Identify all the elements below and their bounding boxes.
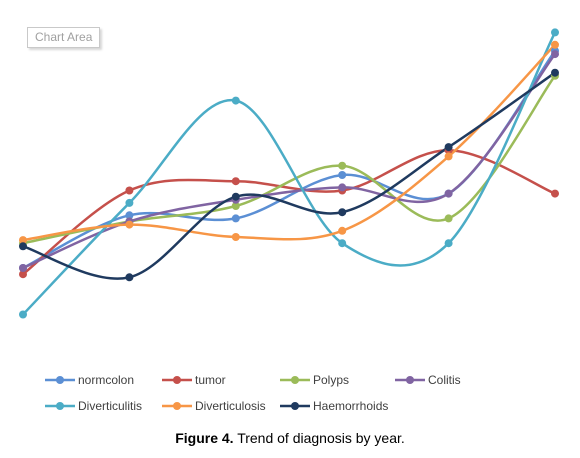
data-point-tumor-3: [231, 177, 240, 186]
data-point-haemorrhoids-2: [125, 273, 134, 282]
data-point-diverticulosis-6: [551, 40, 559, 49]
figure-caption: Figure 4. Trend of diagnosis by year.: [0, 430, 580, 446]
legend-swatch-marker: [173, 402, 181, 410]
data-point-tumor-2: [125, 186, 134, 195]
data-point-tumor-1: [19, 270, 27, 279]
data-point-colitis-4: [338, 183, 347, 192]
series-lines: [21, 31, 557, 316]
data-point-diverticulosis-5: [444, 152, 453, 161]
series-line-normcolon: [21, 49, 557, 270]
data-point-diverticulitis-4: [338, 239, 347, 248]
data-point-tumor-6: [551, 189, 559, 198]
legend-item-diverticulitis: Diverticulitis: [45, 399, 142, 413]
chart-frame: normcolon tumor Polyps Colitis Diverticuliti…: [19, 27, 559, 413]
data-point-diverticulitis-3: [231, 96, 240, 105]
legend-label: Haemorrhoids: [313, 399, 388, 413]
data-point-normcolon-2: [125, 211, 134, 220]
data-point-diverticulosis-2: [125, 220, 134, 229]
legend-label: Diverticulitis: [78, 399, 142, 413]
legend: normcolon tumor Polyps Colitis Diverticuliti…: [45, 373, 461, 413]
data-point-diverticulitis-2: [125, 198, 134, 207]
line-chart: normcolon tumor Polyps Colitis Diverticuliti…: [19, 28, 559, 413]
caption-prefix: Figure 4.: [175, 430, 234, 446]
series-line-tumor: [21, 148, 557, 276]
data-point-colitis-6: [551, 50, 559, 59]
data-point-polyps-3: [231, 202, 240, 210]
data-point-diverticulosis-4: [338, 226, 347, 235]
legend-label: Diverticulosis: [195, 399, 266, 413]
series-line-haemorrhoids: [21, 71, 557, 280]
series-line-diverticulosis: [21, 43, 557, 242]
legend-item-haemorrhoids: Haemorrhoids: [280, 399, 388, 413]
data-point-diverticulosis-1: [19, 236, 27, 245]
legend-label: Polyps: [313, 373, 349, 387]
legend-swatch-marker: [406, 376, 414, 384]
data-point-haemorrhoids-4: [338, 208, 347, 217]
data-point-colitis-5: [444, 189, 453, 198]
data-point-colitis-1: [19, 264, 27, 272]
data-point-diverticulitis-1: [19, 310, 27, 319]
chart-area-tooltip: Chart Area: [27, 27, 101, 48]
data-point-diverticulitis-6: [551, 28, 559, 37]
data-point-normcolon-4: [338, 171, 347, 179]
legend-label: Colitis: [428, 373, 461, 387]
series-line-diverticulitis: [21, 31, 557, 316]
data-point-polyps-5: [444, 214, 453, 223]
series-points: [19, 28, 559, 319]
data-point-normcolon-3: [231, 214, 240, 223]
legend-label: normcolon: [78, 373, 134, 387]
legend-item-diverticulosis: Diverticulosis: [162, 399, 266, 413]
legend-item-normcolon: normcolon: [45, 373, 134, 387]
legend-swatch-marker: [173, 376, 181, 384]
legend-swatch-marker: [56, 376, 64, 384]
data-point-diverticulosis-3: [231, 233, 240, 241]
data-point-haemorrhoids-3: [231, 192, 240, 201]
legend-label: tumor: [195, 373, 226, 387]
data-point-diverticulitis-5: [444, 239, 453, 248]
legend-item-tumor: tumor: [162, 373, 226, 387]
legend-swatch-marker: [291, 402, 299, 410]
data-point-haemorrhoids-5: [444, 143, 453, 152]
legend-item-polyps: Polyps: [280, 373, 349, 387]
data-point-polyps-4: [338, 161, 347, 170]
legend-swatch-marker: [56, 402, 64, 410]
legend-swatch-marker: [291, 376, 299, 384]
legend-item-colitis: Colitis: [395, 373, 461, 387]
series-line-colitis: [21, 52, 557, 270]
series-line-polyps: [21, 74, 557, 245]
data-point-haemorrhoids-6: [551, 68, 559, 77]
caption-text: Trend of diagnosis by year.: [233, 430, 405, 446]
data-point-haemorrhoids-1: [19, 242, 27, 251]
